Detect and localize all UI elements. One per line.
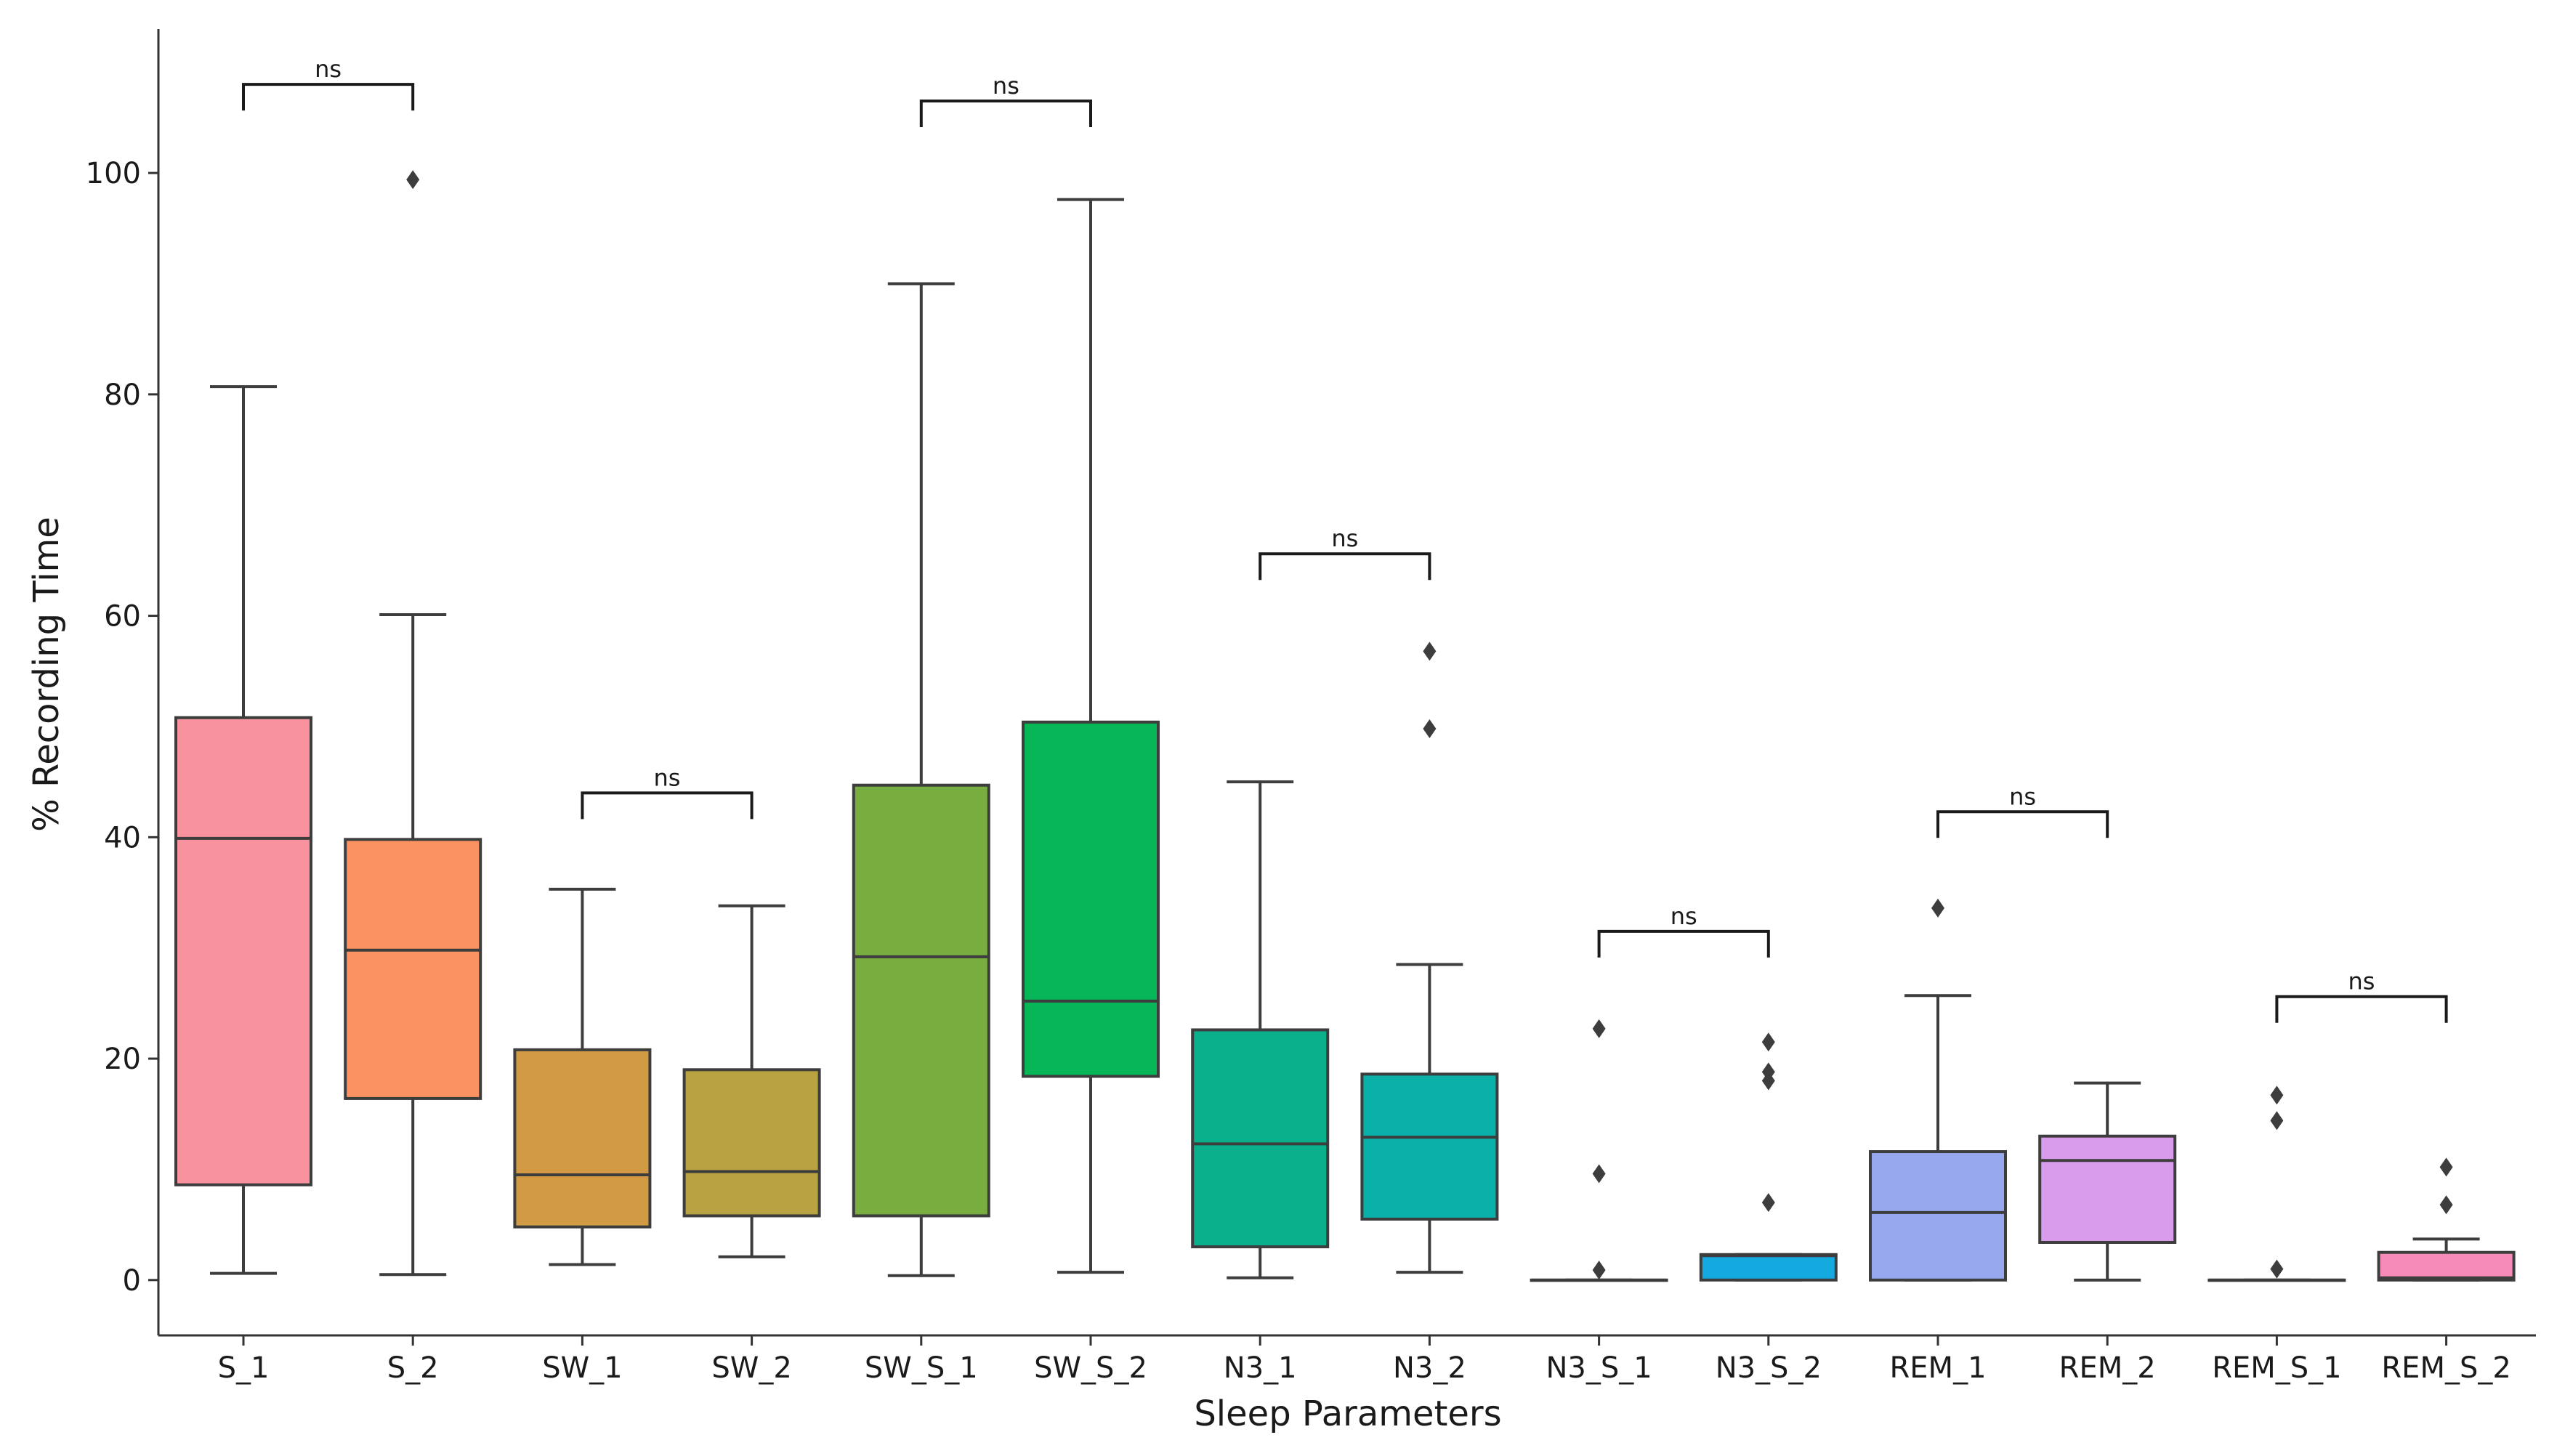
box-rect — [1869, 1150, 2007, 1282]
x-tick-label: SW_S_1 — [865, 1351, 978, 1385]
significance-bracket — [242, 83, 415, 111]
box-group — [1869, 898, 2007, 1282]
y-axis-title: % Recording Time — [26, 517, 67, 832]
box-rect — [513, 1048, 652, 1229]
x-tick-label: SW_1 — [542, 1351, 622, 1385]
outlier-point — [2439, 1157, 2453, 1177]
outlier-point — [1761, 1032, 1775, 1052]
outlier-point — [406, 170, 420, 190]
significance-label: ns — [2348, 968, 2375, 995]
x-tick-label: REM_2 — [2059, 1351, 2156, 1385]
x-tick-label: S_1 — [218, 1351, 270, 1385]
box-rect — [344, 838, 482, 1100]
x-axis-title: Sleep Parameters — [1194, 1394, 1501, 1434]
x-tick-label: N3_S_2 — [1716, 1351, 1822, 1385]
y-tick-label: 40 — [104, 821, 141, 854]
box-rect — [852, 783, 990, 1218]
box-group — [513, 887, 652, 1266]
y-tick-label: 0 — [123, 1264, 141, 1298]
box-group — [1022, 198, 1160, 1274]
significance-label: ns — [1331, 525, 1358, 552]
significance-bracket — [1259, 552, 1431, 581]
significance-label: ns — [993, 72, 1019, 100]
box-rect — [174, 716, 312, 1186]
outlier-point — [1423, 642, 1437, 661]
significance-bracket — [581, 791, 754, 820]
significance-label: ns — [654, 764, 681, 791]
box-group — [1699, 1032, 1838, 1282]
box-group — [174, 385, 312, 1275]
significance-bracket — [919, 100, 1092, 128]
outlier-point — [2439, 1195, 2453, 1215]
x-tick-label: REM_1 — [1889, 1351, 1986, 1385]
significance-label: ns — [1671, 902, 1697, 930]
x-tick-label: SW_S_2 — [1034, 1351, 1147, 1385]
x-tick-label: N3_S_1 — [1546, 1351, 1652, 1385]
box-rect — [2038, 1134, 2177, 1245]
outlier-point — [2270, 1111, 2284, 1131]
box-group — [1530, 1019, 1668, 1282]
x-tick-label: REM_S_1 — [2212, 1351, 2341, 1385]
outlier-point — [1592, 1261, 1606, 1280]
y-tick-label: 80 — [104, 379, 141, 412]
outlier-point — [1761, 1062, 1775, 1082]
box-group — [2207, 1085, 2346, 1282]
box-group — [852, 282, 990, 1277]
box-group — [682, 904, 821, 1258]
outlier-point — [1931, 898, 1944, 918]
x-tick-label: SW_2 — [711, 1351, 791, 1385]
outlier-point — [1592, 1164, 1606, 1184]
box-group — [2038, 1081, 2177, 1282]
box-rect — [1022, 720, 1160, 1078]
box-group — [2377, 1157, 2516, 1282]
box-rect — [1191, 1028, 1330, 1249]
outlier-point — [2270, 1085, 2284, 1105]
outlier-point — [2270, 1259, 2284, 1279]
axes: 0 20 40 60 80 100 S_1 S_2 SW_1 SW_2 SW_S_1 SW_S_2 N3… — [86, 29, 2536, 1385]
box-rect — [1360, 1072, 1499, 1221]
significance-label: ns — [315, 55, 342, 83]
box-group — [1191, 780, 1330, 1279]
box-rect — [682, 1068, 821, 1218]
x-tick-label: N3_2 — [1393, 1351, 1466, 1385]
outlier-point — [1761, 1193, 1775, 1213]
significance-bracket — [1936, 810, 2109, 838]
y-tick-label: 100 — [86, 157, 141, 190]
x-tick-label: REM_S_2 — [2381, 1351, 2510, 1385]
box-rect — [2377, 1250, 2516, 1282]
outlier-point — [1592, 1019, 1606, 1038]
box-group — [344, 170, 482, 1277]
box-rect — [1699, 1253, 1838, 1282]
x-tick-label: S_2 — [387, 1351, 439, 1385]
significance-bracket — [2275, 995, 2448, 1023]
significance-bracket — [1597, 929, 1770, 958]
x-tick-label: N3_1 — [1224, 1351, 1297, 1385]
plot-area: ns ns ns ns ns ns ns — [174, 55, 2516, 1282]
significance-label: ns — [2009, 782, 2036, 810]
y-tick-label: 60 — [104, 600, 141, 634]
box-group — [1360, 642, 1499, 1274]
outlier-point — [1423, 719, 1437, 738]
y-tick-label: 20 — [104, 1043, 141, 1076]
